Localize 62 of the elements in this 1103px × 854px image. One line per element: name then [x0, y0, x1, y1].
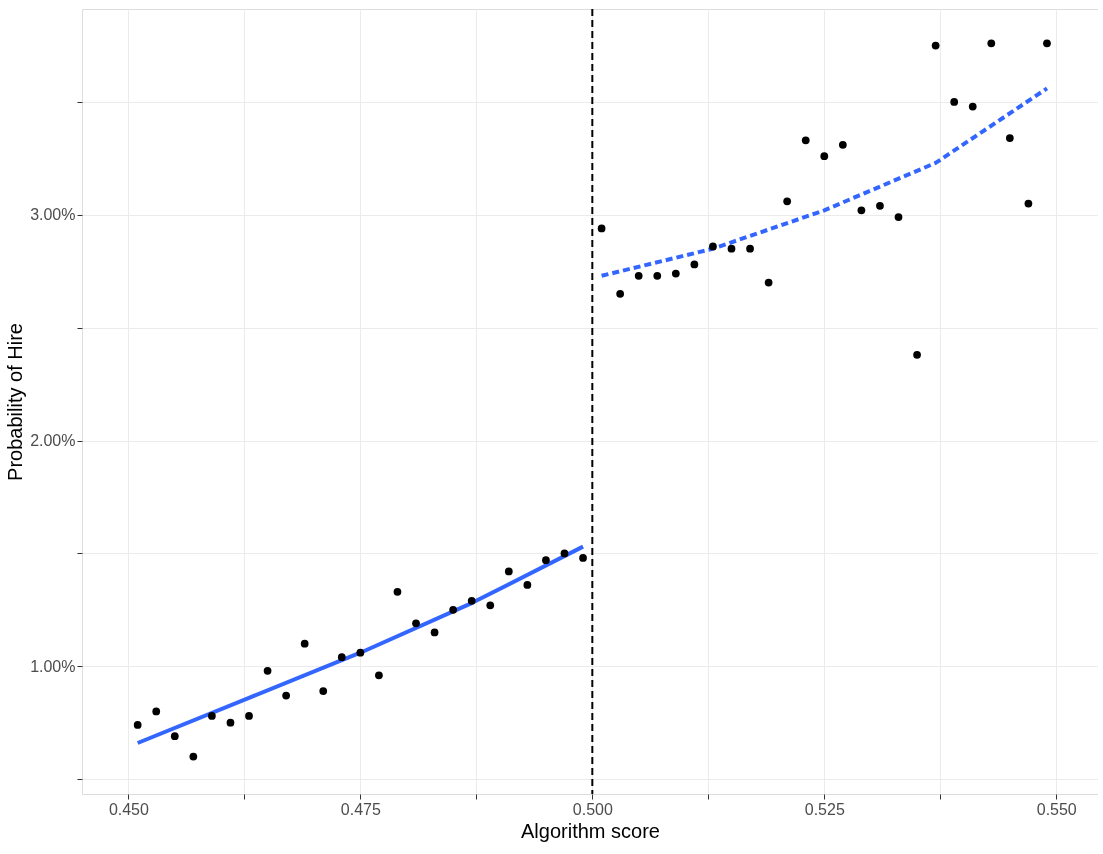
y-tick-label: 2.00% — [30, 432, 76, 450]
point — [1024, 199, 1033, 208]
point — [486, 601, 495, 610]
point — [671, 269, 680, 278]
point — [857, 206, 866, 215]
point — [393, 587, 402, 596]
point — [523, 581, 532, 589]
point — [653, 271, 662, 280]
y-axis-title: Probability of Hire — [4, 323, 27, 481]
point — [449, 605, 458, 614]
point — [542, 556, 550, 565]
point — [226, 718, 235, 727]
point — [616, 289, 625, 298]
point — [300, 639, 309, 648]
point — [1005, 134, 1014, 142]
point — [467, 596, 476, 605]
point — [579, 554, 587, 562]
y-tick-label: 3.00% — [30, 206, 76, 224]
point — [152, 707, 161, 716]
y-tick-label: 1.00% — [30, 657, 76, 675]
point — [319, 687, 328, 695]
x-tick-label: 0.550 — [1036, 800, 1077, 818]
point — [913, 350, 921, 359]
point — [1043, 39, 1051, 48]
point — [894, 213, 903, 221]
point — [560, 549, 569, 558]
point — [245, 712, 253, 720]
point — [133, 721, 142, 729]
line-series — [135, 544, 586, 745]
point — [375, 671, 383, 680]
x-tick-label: 0.525 — [804, 800, 845, 818]
point — [987, 39, 996, 48]
x-axis-title: Algorithm score — [521, 819, 660, 842]
point — [709, 242, 717, 251]
point — [876, 201, 884, 210]
point — [801, 136, 810, 145]
point — [597, 224, 606, 233]
point — [282, 691, 290, 700]
point — [820, 152, 829, 161]
point — [764, 278, 773, 287]
point — [170, 732, 179, 741]
point — [727, 244, 736, 253]
point — [189, 752, 198, 761]
point — [950, 98, 959, 106]
x-tick-label: 0.500 — [572, 800, 613, 818]
point — [504, 567, 513, 576]
line-series — [599, 86, 1049, 278]
point — [337, 653, 346, 662]
point — [430, 628, 439, 637]
point — [412, 619, 420, 628]
point — [690, 260, 699, 269]
x-tick-label: 0.475 — [340, 800, 381, 818]
point — [746, 244, 754, 253]
point — [968, 102, 977, 111]
point — [783, 197, 792, 206]
point — [838, 141, 847, 149]
point — [263, 666, 272, 675]
point — [356, 648, 365, 657]
point — [208, 712, 216, 720]
point — [634, 271, 643, 280]
point — [931, 41, 940, 50]
x-tick-label: 0.450 — [108, 800, 150, 818]
